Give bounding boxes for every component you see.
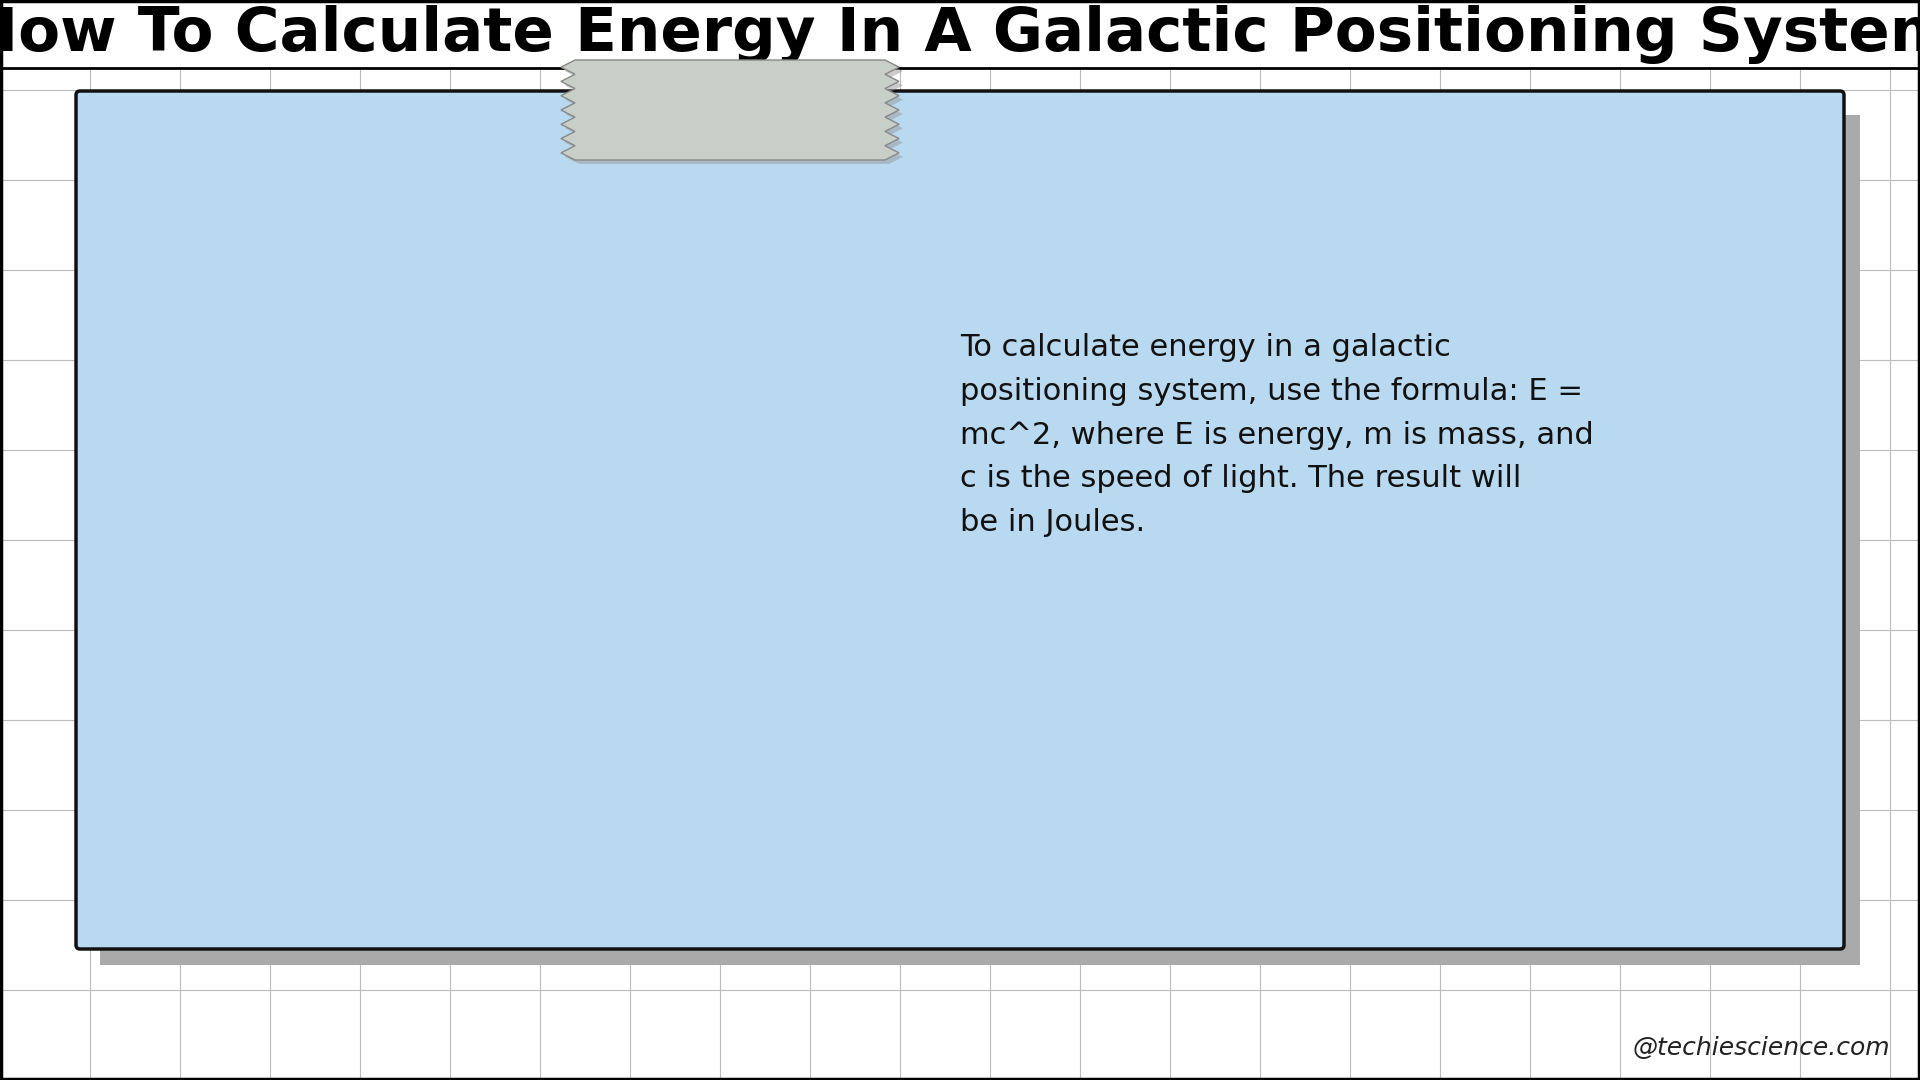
Text: To calculate energy in a galactic
positioning system, use the formula: E =
mc^2,: To calculate energy in a galactic positi… bbox=[960, 333, 1594, 538]
Bar bbox=[100, 114, 1860, 966]
Bar bbox=[0, 0, 1920, 68]
Polygon shape bbox=[561, 60, 899, 160]
FancyBboxPatch shape bbox=[77, 91, 1843, 949]
Polygon shape bbox=[564, 64, 902, 164]
Text: How To Calculate Energy In A Galactic Positioning System: How To Calculate Energy In A Galactic Po… bbox=[0, 4, 1920, 64]
Text: @techiescience.com: @techiescience.com bbox=[1632, 1036, 1889, 1059]
